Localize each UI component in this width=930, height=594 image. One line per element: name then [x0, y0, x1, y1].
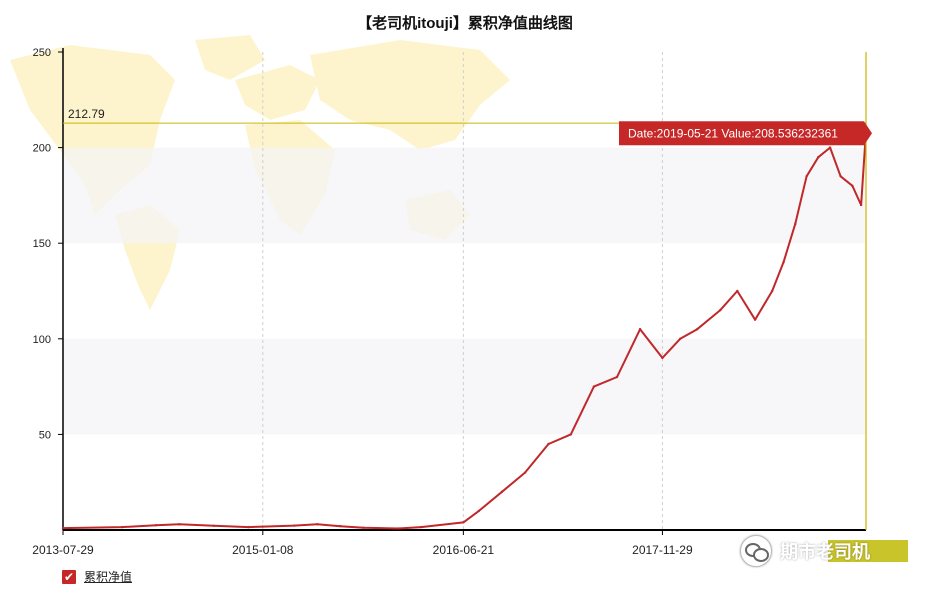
data-point: [592, 385, 596, 388]
x-tick-label: 2017-11-29: [632, 543, 693, 557]
data-point: [339, 524, 342, 528]
wechat-icon: [740, 535, 772, 567]
y-tick-label: 200: [33, 143, 51, 155]
data-point: [859, 203, 863, 207]
data-point: [477, 509, 481, 513]
tooltip-pointer: [864, 121, 872, 146]
tooltip: Date:2019-05-21 Value:208.536232361: [619, 121, 872, 146]
data-point: [839, 175, 842, 178]
watermark-text: 期市老司机: [780, 542, 870, 562]
legend-checkbox[interactable]: ✔: [62, 569, 76, 584]
grid-band: [63, 338, 866, 435]
data-point: [316, 523, 319, 526]
data-point: [61, 526, 65, 530]
tooltip-text: Date:2019-05-21 Value:208.536232361: [628, 126, 838, 140]
data-point: [547, 442, 550, 446]
data-point: [261, 525, 265, 528]
data-point: [523, 471, 527, 474]
data-point: [817, 155, 820, 159]
data-point: [154, 524, 158, 527]
y-tick-label: 150: [33, 238, 51, 250]
data-point: [212, 524, 216, 527]
watermark: 期市老司机: [740, 535, 870, 567]
data-point: [851, 184, 854, 188]
x-tick-label: 2016-06-21: [433, 543, 495, 557]
data-point: [419, 525, 423, 529]
x-tick-label: 2015-01-08: [232, 543, 294, 557]
data-point: [362, 526, 365, 529]
x-axis-ticks: 2013-07-29 2015-01-08 2016-06-21 2017-11-29: [32, 530, 693, 557]
series-line: [62, 131, 867, 530]
reference-line-label: 212.79: [68, 107, 105, 121]
y-tick-label: 50: [39, 429, 51, 441]
legend-label[interactable]: 累积净值: [84, 570, 133, 584]
data-point: [120, 525, 124, 529]
data-point: [615, 375, 619, 379]
map-asia: [310, 40, 510, 150]
y-tick-label: 250: [33, 47, 51, 59]
tooltip-box: [619, 121, 864, 146]
data-point: [696, 328, 699, 331]
series-group: [61, 130, 868, 530]
y-axis-ticks: 50 100 150 200 250: [33, 47, 63, 441]
data-point: [770, 289, 774, 293]
axes: [62, 48, 866, 531]
data-point: [462, 521, 465, 524]
grid-band: [63, 147, 866, 244]
data-point: [638, 328, 642, 331]
data-point: [293, 524, 296, 527]
map-greenland: [195, 35, 265, 80]
data-point: [247, 525, 250, 529]
chart-title: 【老司机itouji】累积净值曲线图: [357, 15, 573, 32]
data-point: [719, 308, 722, 312]
cursor-date-marker: [828, 540, 908, 562]
legend[interactable]: ✔ 累积净值: [62, 568, 132, 585]
data-point: [678, 337, 682, 340]
data-point: [753, 318, 757, 321]
data-point: [397, 527, 400, 530]
data-point: [782, 261, 785, 264]
map-europe: [235, 65, 320, 120]
data-point: [177, 523, 181, 526]
data-point: [736, 289, 739, 293]
data-point: [794, 222, 797, 226]
data-point: [805, 175, 808, 178]
y-tick-label: 100: [33, 334, 51, 346]
data-point: [500, 490, 504, 493]
data-point: [661, 356, 664, 360]
horizontal-bands: [63, 147, 866, 435]
data-point: [569, 433, 573, 436]
data-point: [828, 146, 832, 149]
x-tick-label: 2013-07-29: [32, 543, 94, 557]
